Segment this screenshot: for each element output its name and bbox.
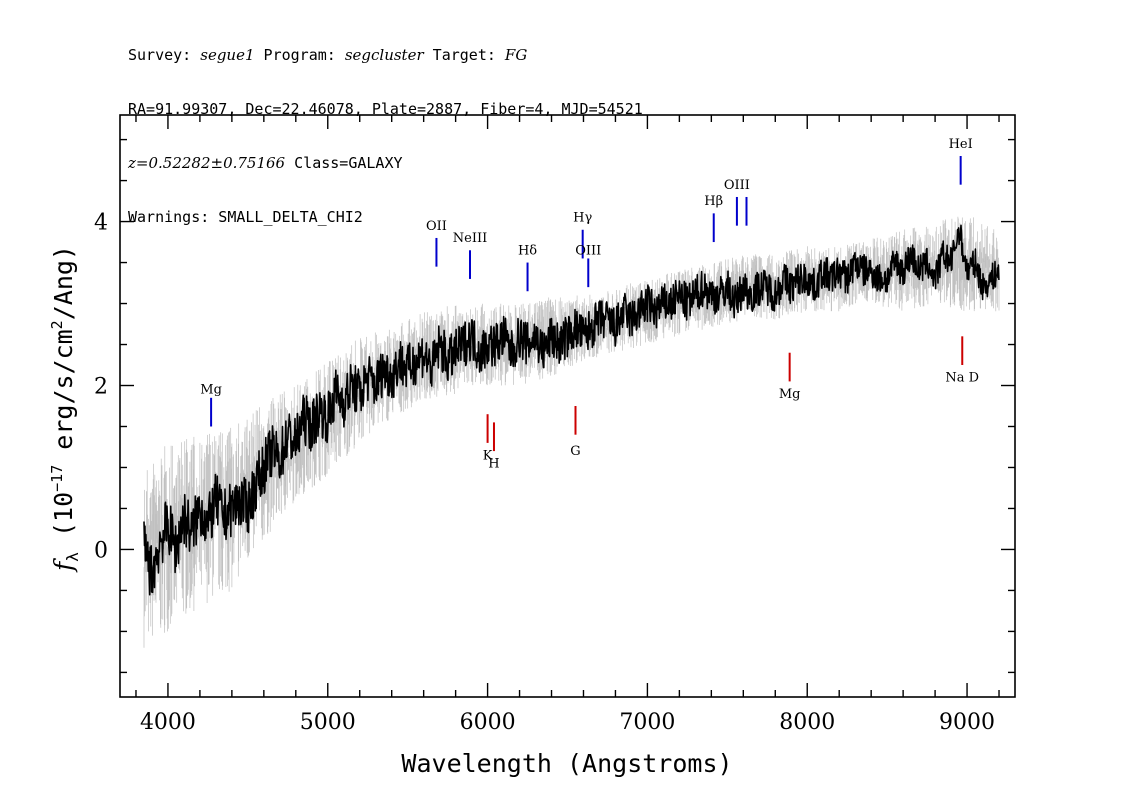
plot-frame <box>119 114 1016 698</box>
redshift-value: z=0.52282±0.75166 <box>128 154 286 172</box>
flux-layer <box>143 224 1000 596</box>
emission-line-label: OII <box>426 219 447 234</box>
y-axis-label: fλ (10−17 erg/s/cm2/Ang) <box>48 245 82 573</box>
flux-spectrum-line <box>143 224 1000 596</box>
target-value: FG <box>504 46 528 64</box>
x-tick-label: 7000 <box>619 710 675 735</box>
survey-value: segue1 <box>200 46 255 64</box>
x-tick-label: 6000 <box>460 710 516 735</box>
emission-line-label: Hβ <box>704 194 723 209</box>
absorption-line-label: H <box>488 456 499 471</box>
emission-line-label: Hγ <box>573 211 592 226</box>
emission-line-label: Hδ <box>518 243 537 258</box>
emission-line-label: HeI <box>949 137 973 152</box>
absorption-line-label: G <box>570 444 580 459</box>
absorption-line-label: K <box>483 448 493 463</box>
axes-layer: 4000 5000 6000 7000 8000 9000 0 2 4 <box>94 114 1016 735</box>
y-tick-label: 2 <box>94 375 108 400</box>
class-value: Class=GALAXY <box>294 154 403 172</box>
header-line-coords: RA=91.99307, Dec=22.46078, Plate=2887, F… <box>128 100 643 118</box>
absorption-line-label: Mg <box>779 387 801 402</box>
x-tick-label: 9000 <box>939 710 995 735</box>
x-tick-label: 4000 <box>140 710 196 735</box>
header-line-redshift: z=0.52282±0.75166 Class=GALAXY <box>128 154 643 172</box>
emission-line-label: Mg <box>200 383 222 398</box>
emission-line-label: OIII <box>724 178 750 193</box>
y-tick-label: 4 <box>94 211 108 236</box>
y-tick-label: 0 <box>94 538 108 563</box>
x-tick-label: 8000 <box>779 710 835 735</box>
chart-header: Survey: segue1 Program: segcluster Targe… <box>128 10 643 244</box>
emission-line-label: NeIII <box>453 231 487 246</box>
program-value: segcluster <box>344 46 424 64</box>
x-axis-label: Wavelength (Angstroms) <box>401 749 732 778</box>
x-tick-label: 5000 <box>300 710 356 735</box>
emission-line-label: OIII <box>575 243 601 258</box>
absorption-line-label: Na D <box>945 370 979 385</box>
header-line-warnings: Warnings: SMALL_DELTA_CHI2 <box>128 208 363 226</box>
header-line-survey: Survey: segue1 Program: segcluster Targe… <box>128 46 528 64</box>
